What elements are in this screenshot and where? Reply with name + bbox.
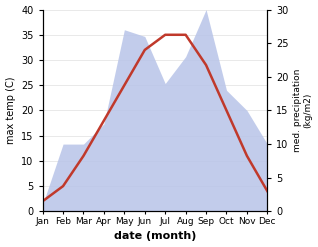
X-axis label: date (month): date (month) — [114, 231, 196, 242]
Y-axis label: max temp (C): max temp (C) — [5, 77, 16, 144]
Y-axis label: med. precipitation
(kg/m2): med. precipitation (kg/m2) — [293, 69, 313, 152]
